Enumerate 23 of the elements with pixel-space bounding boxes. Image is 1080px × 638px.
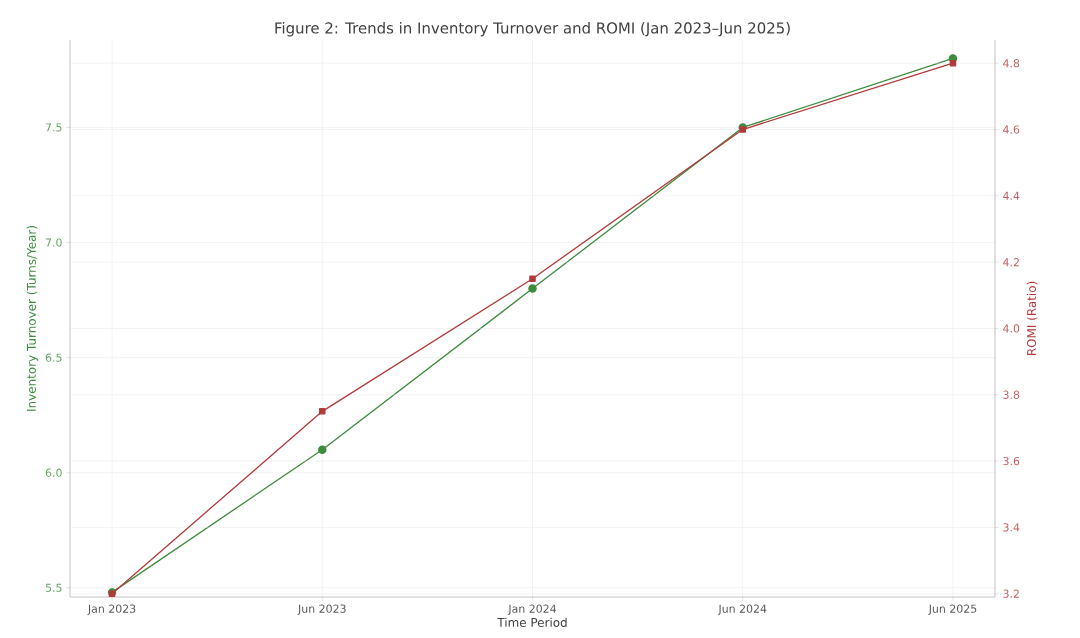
- chart-title: Figure 2: Trends in Inventory Turnover and ROMI (Jan 2023–Jun 2025): [275, 22, 790, 37]
- x-tick-label: Jun 2023: [297, 604, 346, 615]
- y2-tick-label: 4.8: [1003, 59, 1020, 68]
- y-tick-label: 6.0: [45, 468, 62, 477]
- y2-tick-label: 4.6: [1003, 125, 1020, 134]
- x-tick-label: Jan 2024: [507, 604, 557, 615]
- y2-tick-label: 4.0: [1003, 324, 1020, 333]
- y2-axis-title: ROMI (Ratio): [1026, 281, 1038, 356]
- y2-tick-label: 3.4: [1003, 523, 1020, 532]
- y2-tick-label: 3.8: [1003, 390, 1020, 399]
- y-axis-title: Inventory Turnover (Turns/Year): [26, 226, 39, 411]
- y-tick-label: 7.0: [45, 238, 62, 247]
- y-tick-label: 6.5: [45, 353, 62, 362]
- x-tick-label: Jan 2023: [87, 604, 136, 615]
- y-tick-label: 5.5: [45, 583, 62, 592]
- y-tick-label: 7.5: [45, 123, 62, 132]
- y2-tick-label: 3.2: [1003, 589, 1019, 598]
- y2-tick-label: 4.2: [1003, 258, 1019, 267]
- x-tick-label: Jun 2024: [717, 604, 767, 615]
- x-axis-title: Time Period: [497, 617, 567, 627]
- y2-tick-label: 3.6: [1003, 456, 1020, 466]
- x-tick-label: Jun 2025: [928, 604, 977, 615]
- y2-tick-label: 4.4: [1003, 191, 1020, 200]
